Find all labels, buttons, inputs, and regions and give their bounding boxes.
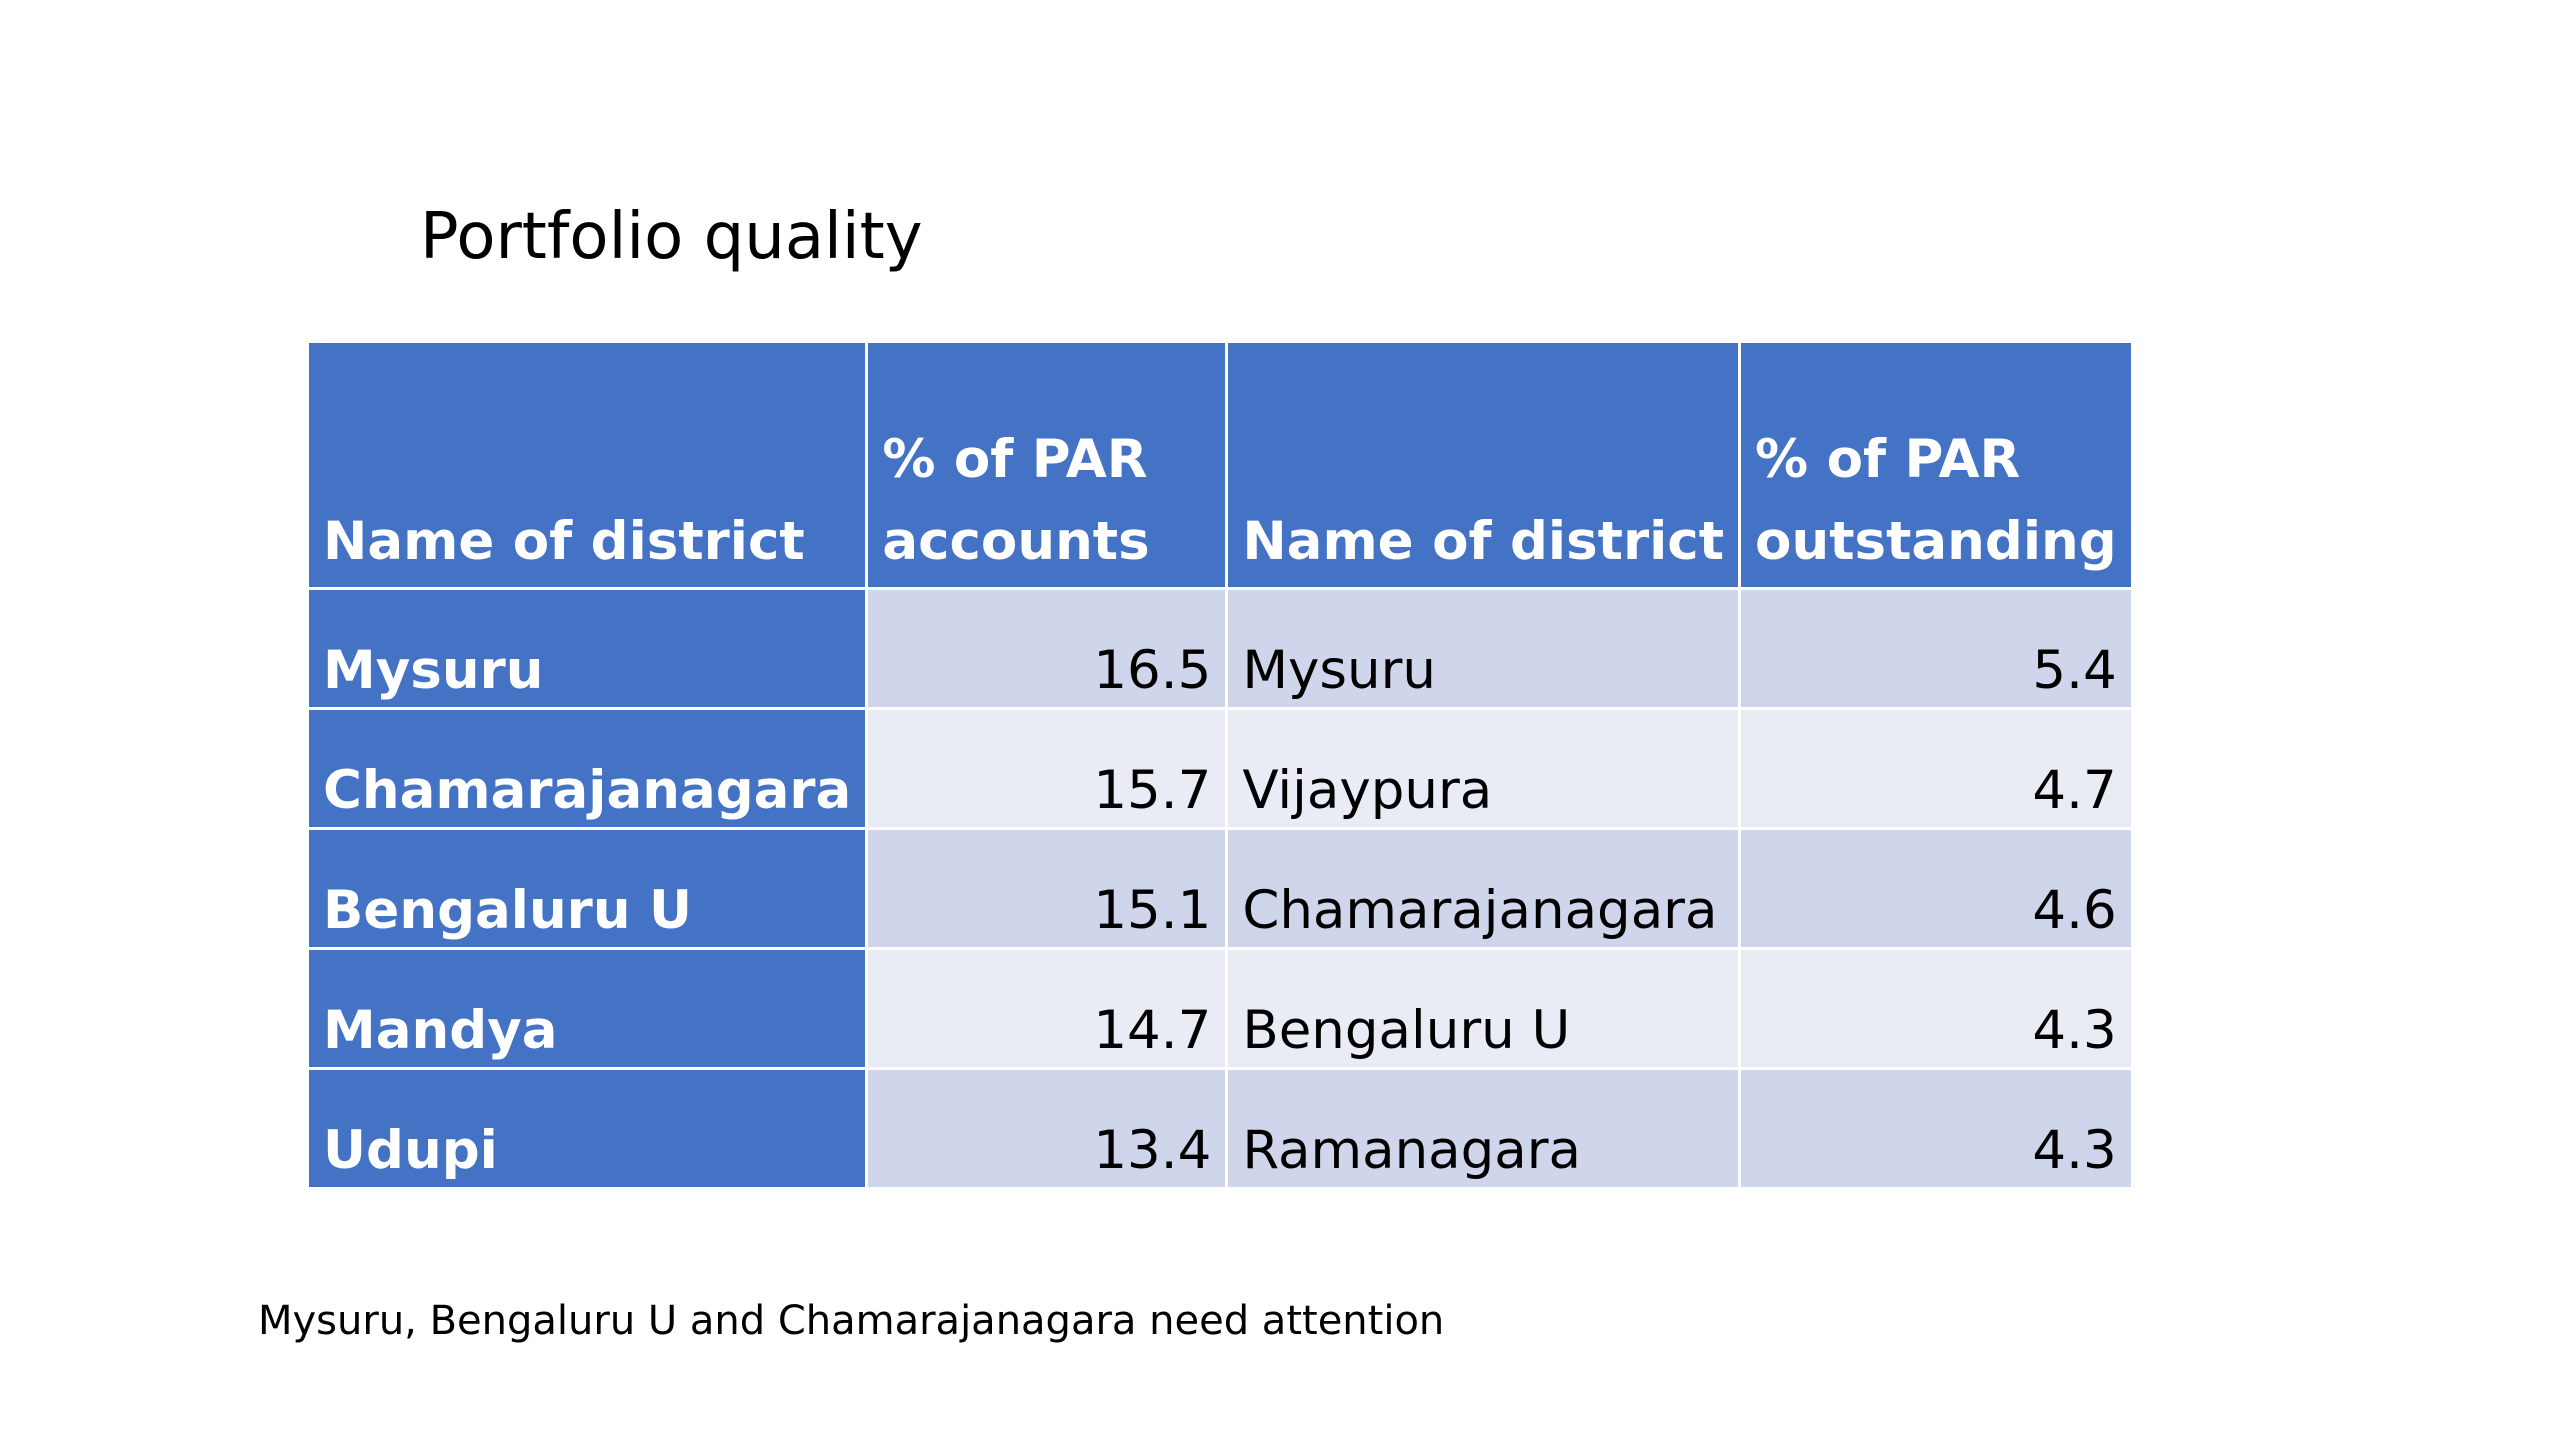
par-accounts-cell: 15.7: [865, 707, 1229, 830]
table-row: Chamarajanagara 15.7 Vijaypura 4.7: [305, 707, 2134, 830]
header-line: Name of district: [1242, 511, 1725, 572]
header-line: [323, 419, 851, 501]
header-line: [1242, 419, 1724, 501]
par-outstanding-cell: 5.4: [1738, 587, 2134, 710]
table-row: Mandya 14.7 Bengaluru U 4.3: [305, 947, 2134, 1070]
header-line: accounts: [882, 511, 1150, 572]
district-accounts-cell: Udupi: [305, 1067, 869, 1190]
par-accounts-cell: 16.5: [865, 587, 1229, 710]
table-row: Bengaluru U 15.1 Chamarajanagara 4.6: [305, 827, 2134, 950]
table-row: Mysuru 16.5 Mysuru 5.4: [305, 587, 2134, 710]
header-line: % of PAR: [882, 429, 1148, 490]
slide-title: Portfolio quality: [420, 200, 923, 274]
par-accounts-cell: 13.4: [865, 1067, 1229, 1190]
header-name-of-district-accounts: Name of district: [305, 340, 869, 590]
par-outstanding-cell: 4.3: [1738, 947, 2134, 1070]
header-line: % of PAR: [1755, 429, 2021, 490]
district-outstanding-cell: Bengaluru U: [1225, 947, 1742, 1070]
district-outstanding-cell: Mysuru: [1225, 587, 1742, 710]
district-accounts-cell: Bengaluru U: [305, 827, 869, 950]
header-name-of-district-outstanding: Name of district: [1225, 340, 1742, 590]
par-outstanding-cell: 4.7: [1738, 707, 2134, 830]
header-line: outstanding: [1755, 511, 2117, 572]
slide-footnote: Mysuru, Bengaluru U and Chamarajanagara …: [258, 1298, 1445, 1344]
district-outstanding-cell: Vijaypura: [1225, 707, 1742, 830]
header-par-accounts: % of PAR accounts: [865, 340, 1229, 590]
table-header-row: Name of district % of PAR accounts Name …: [305, 340, 2134, 590]
par-accounts-cell: 14.7: [865, 947, 1229, 1070]
par-outstanding-cell: 4.3: [1738, 1067, 2134, 1190]
district-accounts-cell: Mandya: [305, 947, 869, 1070]
district-accounts-cell: Mysuru: [305, 587, 869, 710]
district-accounts-cell: Chamarajanagara: [305, 707, 869, 830]
district-outstanding-cell: Ramanagara: [1225, 1067, 1742, 1190]
par-outstanding-cell: 4.6: [1738, 827, 2134, 950]
header-par-outstanding: % of PAR outstanding: [1738, 340, 2134, 590]
table-row: Udupi 13.4 Ramanagara 4.3: [305, 1067, 2134, 1190]
district-outstanding-cell: Chamarajanagara: [1225, 827, 1742, 950]
par-accounts-cell: 15.1: [865, 827, 1229, 950]
header-line: Name of district: [323, 511, 805, 572]
portfolio-quality-table: Name of district % of PAR accounts Name …: [305, 340, 2134, 1190]
